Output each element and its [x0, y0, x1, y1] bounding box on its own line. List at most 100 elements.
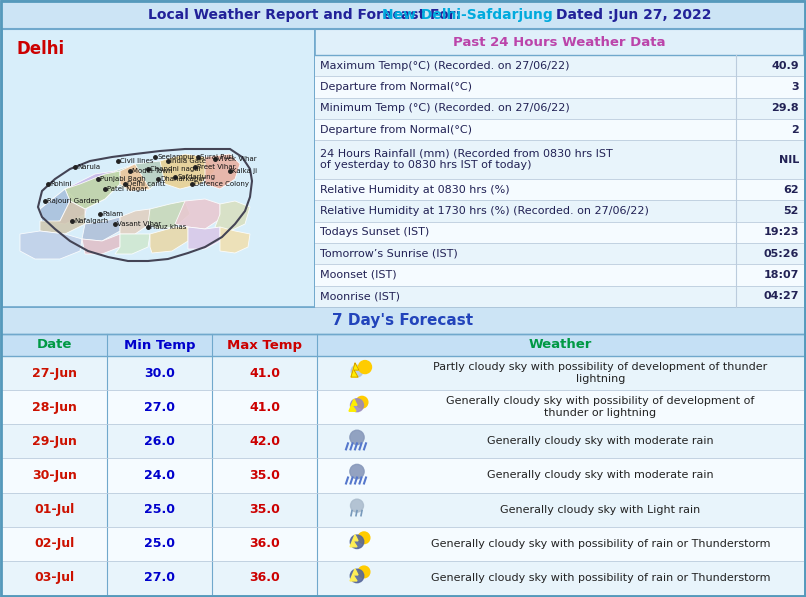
Polygon shape [205, 154, 240, 189]
Text: Relative Humidity at 0830 hrs (%): Relative Humidity at 0830 hrs (%) [320, 184, 509, 195]
Text: Generally cloudy sky with possibility of rain or Thunderstorm: Generally cloudy sky with possibility of… [430, 573, 771, 583]
Circle shape [351, 365, 363, 377]
FancyBboxPatch shape [315, 221, 804, 243]
Text: Todays Sunset (IST): Todays Sunset (IST) [320, 227, 430, 237]
Polygon shape [82, 217, 120, 241]
FancyBboxPatch shape [315, 119, 804, 140]
Text: Partly cloudy sky with possibility of development of thunder
lightning: Partly cloudy sky with possibility of de… [434, 362, 767, 384]
Circle shape [359, 361, 372, 374]
Text: Minimum Temp (°C) (Recorded. on 27/06/22): Minimum Temp (°C) (Recorded. on 27/06/22… [320, 103, 570, 113]
FancyBboxPatch shape [2, 527, 804, 561]
Polygon shape [215, 201, 250, 231]
Circle shape [350, 464, 364, 479]
FancyBboxPatch shape [2, 308, 804, 334]
Text: Generally cloudy sky with possibility of rain or Thunderstorm: Generally cloudy sky with possibility of… [430, 538, 771, 549]
FancyBboxPatch shape [315, 29, 804, 307]
Text: Safdarjung: Safdarjung [177, 174, 215, 180]
Text: Delhi cantt: Delhi cantt [127, 181, 165, 187]
Text: 27.0: 27.0 [144, 571, 175, 584]
FancyBboxPatch shape [315, 243, 804, 264]
Text: 27-Jun: 27-Jun [32, 367, 77, 380]
Text: Weather: Weather [529, 338, 592, 352]
Text: Vasant Vihar: Vasant Vihar [117, 221, 161, 227]
Polygon shape [20, 231, 82, 259]
Polygon shape [40, 201, 85, 234]
Polygon shape [148, 201, 190, 229]
Text: Defence Colony: Defence Colony [194, 181, 249, 187]
Text: 62: 62 [783, 184, 799, 195]
Text: Nafalgarh: Nafalgarh [74, 218, 108, 224]
Circle shape [351, 399, 364, 412]
Text: 19:23: 19:23 [763, 227, 799, 237]
Text: 52: 52 [783, 206, 799, 216]
Polygon shape [115, 161, 165, 191]
FancyBboxPatch shape [2, 1, 804, 29]
Text: 30.0: 30.0 [144, 367, 175, 380]
Text: Dhanarkapur: Dhanarkapur [160, 176, 206, 182]
Polygon shape [65, 171, 120, 209]
Text: Generally cloudy sky with Light rain: Generally cloudy sky with Light rain [501, 504, 700, 515]
Polygon shape [65, 171, 120, 209]
Text: NIL: NIL [779, 155, 799, 165]
Text: 2: 2 [791, 125, 799, 135]
Text: Min Temp: Min Temp [124, 338, 195, 352]
Text: 01-Jul: 01-Jul [35, 503, 75, 516]
FancyBboxPatch shape [315, 55, 804, 76]
Text: 42.0: 42.0 [249, 435, 280, 448]
Text: Generally cloudy sky with moderate rain: Generally cloudy sky with moderate rain [487, 470, 714, 481]
Text: Past 24 Hours Weather Data: Past 24 Hours Weather Data [453, 35, 666, 48]
Circle shape [350, 430, 364, 445]
Polygon shape [160, 154, 215, 189]
Polygon shape [40, 189, 70, 224]
Text: Moonset (IST): Moonset (IST) [320, 270, 397, 280]
FancyBboxPatch shape [2, 356, 804, 390]
Text: Generally cloudy sky with moderate rain: Generally cloudy sky with moderate rain [487, 436, 714, 447]
Text: Hauz khas: Hauz khas [150, 224, 186, 230]
Polygon shape [40, 184, 90, 224]
Text: 40.9: 40.9 [771, 61, 799, 70]
Text: 05:26: 05:26 [763, 248, 799, 259]
Text: Punjabi Bagh: Punjabi Bagh [100, 176, 146, 182]
Circle shape [356, 396, 368, 408]
Text: 29.8: 29.8 [771, 103, 799, 113]
Text: Vivek Vihar: Vivek Vihar [217, 156, 256, 162]
Text: 36.0: 36.0 [249, 571, 280, 584]
Polygon shape [120, 164, 150, 191]
FancyBboxPatch shape [315, 179, 804, 200]
Text: 3: 3 [791, 82, 799, 92]
Text: Delhi: Delhi [16, 40, 64, 58]
Text: Chandni nagar: Chandni nagar [150, 166, 202, 172]
Text: Patel Nagar: Patel Nagar [107, 186, 147, 192]
FancyBboxPatch shape [315, 98, 804, 119]
Text: Kalka ji: Kalka ji [232, 168, 257, 174]
Text: 04:27: 04:27 [763, 291, 799, 301]
FancyBboxPatch shape [2, 334, 804, 356]
FancyBboxPatch shape [2, 390, 804, 424]
Text: Suraj Puri: Suraj Puri [200, 154, 234, 160]
Text: Maximum Temp(°C) (Recorded. on 27/06/22): Maximum Temp(°C) (Recorded. on 27/06/22) [320, 61, 570, 70]
Polygon shape [82, 234, 120, 254]
Text: Departure from Normal(°C): Departure from Normal(°C) [320, 82, 472, 92]
Text: 25.0: 25.0 [144, 503, 175, 516]
Polygon shape [175, 199, 220, 229]
Text: India Gate: India Gate [170, 158, 206, 164]
Text: 41.0: 41.0 [249, 367, 280, 380]
Text: 25.0: 25.0 [144, 537, 175, 550]
Text: Departure from Normal(°C): Departure from Normal(°C) [320, 125, 472, 135]
Text: New Delhi-Safdarjung: New Delhi-Safdarjung [382, 8, 553, 22]
FancyBboxPatch shape [315, 264, 804, 285]
Circle shape [351, 535, 364, 549]
Polygon shape [188, 227, 220, 249]
Circle shape [358, 532, 370, 544]
Text: Local Weather Report and Forecast For:: Local Weather Report and Forecast For: [148, 8, 461, 22]
FancyBboxPatch shape [2, 493, 804, 527]
Text: 02-Jul: 02-Jul [35, 537, 75, 550]
Text: 35.0: 35.0 [249, 503, 280, 516]
Text: 03-Jul: 03-Jul [35, 571, 75, 584]
FancyBboxPatch shape [2, 29, 315, 307]
Text: Generally cloudy sky with possibility of development of
thunder or lightning: Generally cloudy sky with possibility of… [447, 396, 754, 418]
Text: 26.0: 26.0 [144, 435, 175, 448]
FancyBboxPatch shape [315, 200, 804, 221]
Polygon shape [350, 569, 358, 581]
FancyBboxPatch shape [2, 308, 804, 595]
